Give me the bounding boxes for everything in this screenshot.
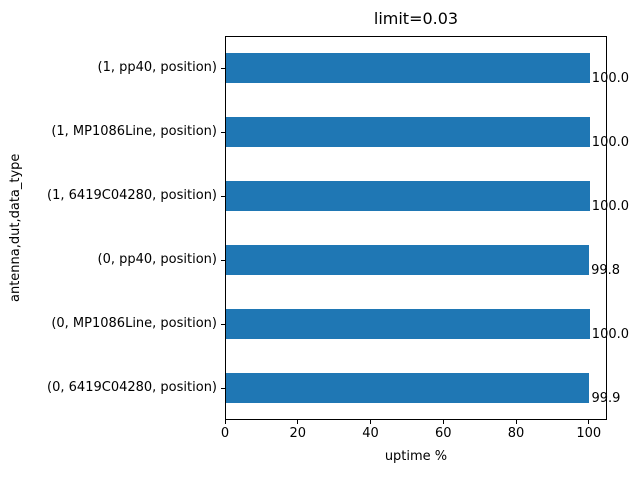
x-tick-mark (297, 420, 299, 424)
x-tick-mark (515, 420, 517, 424)
bar (226, 309, 590, 339)
x-tick-label: 100 (576, 426, 602, 441)
y-axis-label: antenna,dut,data_type (8, 153, 23, 303)
bar-value-label: 99.8 (591, 263, 621, 278)
y-tick-label: (0, 6419C04280, position) (47, 380, 217, 395)
x-tick-label: 40 (362, 426, 379, 441)
y-tick-label: (0, MP1086Line, position) (51, 316, 217, 331)
y-tick-mark (221, 131, 225, 133)
x-tick-label: 20 (289, 426, 307, 441)
bar (226, 53, 590, 83)
bar-value-label: 99.9 (591, 391, 621, 406)
bar (226, 245, 590, 275)
bar-value-label: 100.0 (591, 135, 630, 150)
y-tick-mark (221, 387, 225, 389)
x-tick-mark (224, 420, 226, 424)
y-tick-label: (1, MP1086Line, position) (51, 124, 217, 139)
x-tick-label: 0 (220, 426, 230, 441)
bar-value-label: 100.0 (591, 71, 630, 86)
y-tick-mark (221, 67, 225, 69)
bar (226, 181, 590, 211)
chart-title: limit=0.03 (373, 9, 459, 28)
y-tick-mark (221, 195, 225, 197)
bar-value-label: 100.0 (591, 199, 630, 214)
x-tick-label: 80 (507, 426, 525, 441)
y-tick-label: (0, pp40, position) (97, 252, 217, 267)
bar (226, 373, 590, 403)
bar-value-label: 100.0 (591, 327, 630, 342)
plot-area (225, 36, 607, 420)
x-tick-mark (588, 420, 590, 424)
y-tick-label: (1, pp40, position) (97, 60, 217, 75)
x-axis-label: uptime % (384, 449, 448, 464)
x-tick-mark (370, 420, 372, 424)
y-tick-label: (1, 6419C04280, position) (47, 188, 217, 203)
y-tick-mark (221, 323, 225, 325)
x-tick-label: 60 (435, 426, 452, 441)
y-tick-mark (221, 259, 225, 261)
x-tick-mark (442, 420, 444, 424)
bar (226, 117, 590, 147)
